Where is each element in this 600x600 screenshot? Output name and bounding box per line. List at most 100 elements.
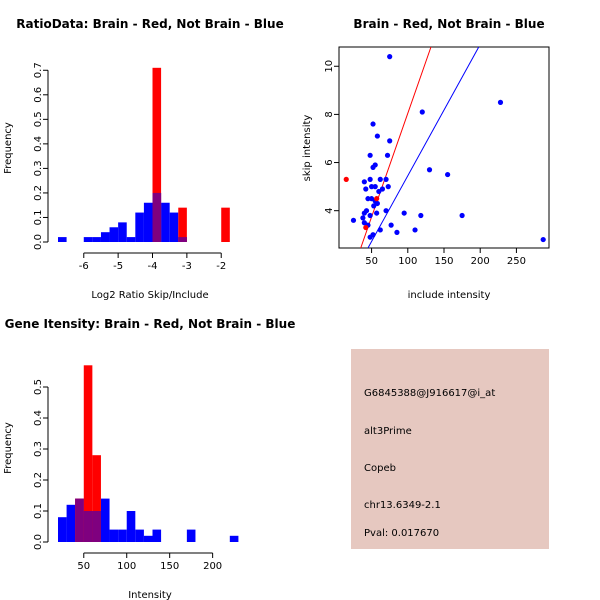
x-tick-label: 100 — [398, 256, 417, 267]
info-event-type: alt3Prime — [364, 426, 412, 437]
ratio-histogram-axes: -6 -5 -4 -3 -2 0.0 0.1 0.2 0.3 0.4 0.5 0.6 0.7 — [33, 62, 226, 272]
y-tick-label: 10 — [324, 60, 335, 73]
y-tick-label: 0.5 — [33, 111, 44, 127]
scatter-point-brain — [374, 196, 380, 202]
histogram-bar-brain — [83, 365, 93, 542]
histogram-bar-brain — [152, 67, 162, 243]
ratio-histogram-title: RatioData: Brain - Red, Not Brain - Blue — [16, 17, 283, 31]
histogram-bar-not-brain — [126, 237, 136, 242]
ratio-histogram-ylabel: Frequency — [3, 122, 14, 174]
histogram-bar-not-brain — [100, 232, 110, 242]
scatter-point-not-brain — [350, 217, 357, 223]
x-tick-label: -6 — [79, 261, 89, 272]
scatter-point-not-brain — [368, 184, 375, 190]
scatter-point-not-brain — [387, 54, 393, 60]
histogram-bar-not-brain — [92, 237, 101, 242]
y-tick-label: 0.6 — [33, 87, 44, 103]
ratio-histogram-xlabel: Log2 Ratio Skip/Include — [91, 290, 208, 301]
scatter-point-not-brain — [360, 215, 366, 221]
scatter-point-not-brain — [418, 212, 424, 219]
y-tick-label: 6 — [324, 159, 335, 165]
y-tick-label: 0.5 — [33, 379, 44, 395]
scatter-point-not-brain — [365, 196, 371, 202]
histogram-bar-overlap — [92, 511, 101, 542]
histogram-bar-not-brain — [83, 237, 93, 242]
x-tick-label: -4 — [148, 261, 158, 272]
scatter-xlabel: include intensity — [408, 290, 491, 301]
scatter-point-not-brain — [370, 164, 376, 170]
info-pval: Pval: 0.017670 — [364, 528, 439, 539]
scatter-point-not-brain — [412, 227, 418, 233]
scatter-point-not-brain — [426, 167, 433, 173]
x-tick-label: 50 — [365, 256, 378, 267]
fit-line-not-brain — [367, 46, 480, 249]
x-tick-label: 50 — [77, 561, 90, 572]
y-tick-label: 0.0 — [33, 234, 44, 250]
scatter-point-not-brain — [384, 152, 391, 158]
scatter-point-not-brain — [497, 99, 504, 105]
scatter-point-not-brain — [374, 133, 380, 139]
scatter-axes: 50 100 150 200 250 4 6 8 10 — [324, 60, 526, 267]
histogram-bar-brain — [178, 207, 187, 242]
histogram-bar-not-brain — [135, 529, 144, 542]
histogram-bar-not-brain — [100, 498, 110, 542]
histogram-bar-not-brain — [118, 529, 127, 542]
y-tick-label: 0.4 — [33, 136, 44, 152]
scatter-point-not-brain — [363, 208, 370, 214]
scatter-point-not-brain — [363, 186, 369, 192]
scatter-point-not-brain — [372, 184, 378, 190]
scatter-point-not-brain — [388, 222, 394, 228]
histogram-bar-brain — [92, 455, 101, 542]
histogram-bar-not-brain — [143, 535, 153, 542]
scatter-point-not-brain — [377, 227, 383, 233]
histogram-bar-not-brain — [118, 222, 127, 242]
histogram-bar-not-brain — [58, 517, 67, 542]
x-tick-label: -2 — [216, 261, 226, 272]
histogram-bar-not-brain — [58, 237, 67, 242]
scatter-ylabel: skip intensity — [302, 115, 313, 182]
ratio-histogram-bars — [58, 67, 230, 243]
y-tick-label: 0.3 — [33, 441, 44, 457]
y-tick-label: 0.2 — [33, 185, 44, 201]
histogram-bar-not-brain — [143, 202, 153, 242]
x-tick-label: -5 — [113, 261, 123, 272]
scatter-point-not-brain — [387, 138, 393, 144]
scatter-points — [343, 54, 546, 243]
scatter-point-not-brain — [361, 179, 367, 185]
ratio-histogram-panel: RatioData: Brain - Red, Not Brain - Blue… — [3, 17, 284, 301]
x-tick-label: 100 — [117, 561, 136, 572]
y-tick-label: 0.1 — [33, 503, 44, 519]
scatter-title: Brain - Red, Not Brain - Blue — [353, 17, 544, 31]
histogram-bar-not-brain — [109, 227, 119, 242]
y-tick-label: 0.2 — [33, 472, 44, 488]
scatter-point-brain — [363, 224, 369, 231]
y-tick-label: 0.7 — [33, 62, 44, 78]
scatter-point-not-brain — [367, 152, 373, 158]
scatter-point-not-brain — [445, 171, 451, 178]
scatter-point-not-brain — [383, 208, 389, 214]
x-tick-label: 200 — [471, 256, 490, 267]
info-location: chr13.6349-2.1 — [364, 500, 441, 511]
scatter-point-not-brain — [383, 176, 389, 182]
x-tick-label: -3 — [182, 261, 192, 272]
scatter-point-not-brain — [376, 188, 382, 195]
histogram-bar-not-brain — [229, 535, 239, 542]
scatter-point-not-brain — [370, 121, 376, 127]
gene-histogram-axes: 50 100 150 200 0.0 0.1 0.2 0.3 0.4 0.5 — [33, 379, 222, 572]
y-tick-label: 4 — [324, 208, 335, 214]
gene-intensity-histogram-panel: Gene Itensity: Brain - Red, Not Brain - … — [3, 317, 295, 600]
scatter-point-not-brain — [401, 210, 407, 216]
scatter-point-not-brain — [419, 109, 425, 115]
x-tick-label: 200 — [203, 561, 222, 572]
histogram-bar-not-brain — [161, 202, 170, 242]
histogram-bar-not-brain — [169, 212, 179, 242]
gene-histogram-title: Gene Itensity: Brain - Red, Not Brain - … — [5, 317, 296, 331]
scatter-point-not-brain — [371, 203, 377, 209]
y-tick-label: 0.4 — [33, 410, 44, 426]
scatter-point-not-brain — [385, 184, 391, 190]
y-tick-label: 0.0 — [33, 534, 44, 550]
y-tick-label: 0.1 — [33, 210, 44, 226]
x-tick-label: 150 — [160, 561, 179, 572]
histogram-bar-overlap — [83, 511, 93, 542]
